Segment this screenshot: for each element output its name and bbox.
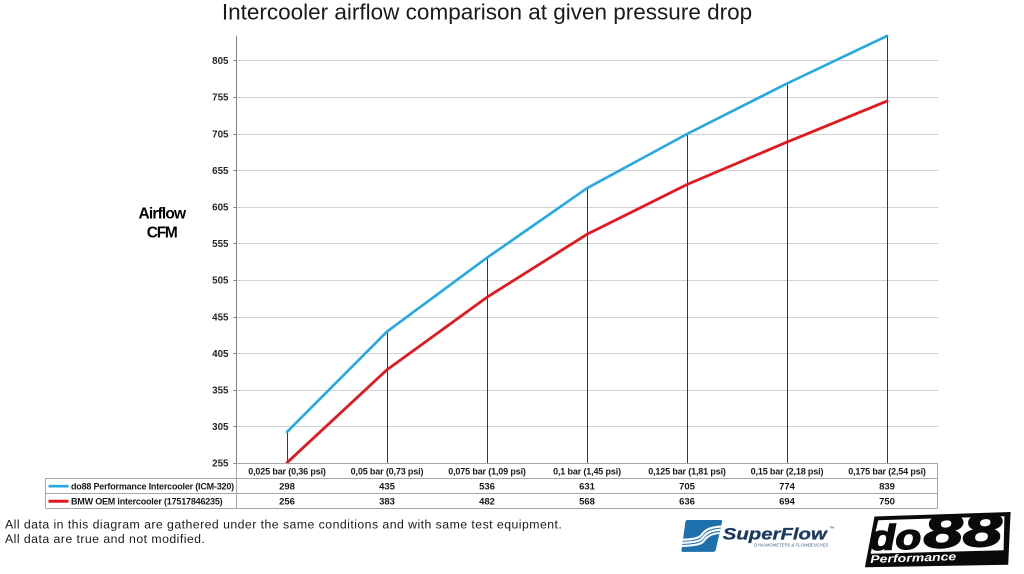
svg-text:750: 750 <box>879 497 895 508</box>
svg-text:do88 Performance Intercooler (: do88 Performance Intercooler (ICM-320) <box>71 481 234 491</box>
svg-text:631: 631 <box>579 481 596 492</box>
svg-text:DYNAMOMETERS & FLOWBENCHES: DYNAMOMETERS & FLOWBENCHES <box>754 543 829 549</box>
svg-text:255: 255 <box>212 459 229 470</box>
svg-text:536: 536 <box>479 481 495 492</box>
svg-text:Airflow: Airflow <box>139 206 187 223</box>
svg-text:774: 774 <box>779 481 796 492</box>
svg-text:0,125 bar (1,81 psi): 0,125 bar (1,81 psi) <box>648 466 726 476</box>
svg-text:CFM: CFM <box>147 225 178 242</box>
svg-text:™: ™ <box>829 526 835 532</box>
svg-text:555: 555 <box>212 239 229 250</box>
svg-text:All data in this diagram are g: All data in this diagram are gathered un… <box>5 517 562 531</box>
svg-text:755: 755 <box>212 93 229 104</box>
svg-text:605: 605 <box>212 203 229 214</box>
svg-text:256: 256 <box>279 497 295 508</box>
svg-text:305: 305 <box>212 422 229 433</box>
svg-text:All data are true and not modi: All data are true and not modified. <box>5 532 205 546</box>
svg-text:88: 88 <box>923 503 1004 558</box>
svg-text:do: do <box>869 518 922 559</box>
svg-text:0,025 bar (0,36 psi): 0,025 bar (0,36 psi) <box>248 466 326 476</box>
svg-text:655: 655 <box>212 166 229 177</box>
svg-text:383: 383 <box>379 497 395 508</box>
svg-text:0,15 bar (2,18 psi): 0,15 bar (2,18 psi) <box>751 466 824 476</box>
svg-text:0,175 bar (2,54 psi): 0,175 bar (2,54 psi) <box>848 466 926 476</box>
svg-text:505: 505 <box>212 276 229 287</box>
svg-text:705: 705 <box>212 129 229 140</box>
svg-text:568: 568 <box>579 497 595 508</box>
svg-text:Intercooler airflow comparison: Intercooler airflow comparison at given … <box>222 0 752 25</box>
svg-text:Performance: Performance <box>870 551 956 566</box>
svg-text:839: 839 <box>879 481 895 492</box>
svg-text:482: 482 <box>479 497 495 508</box>
svg-text:298: 298 <box>279 481 295 492</box>
svg-text:SuperFlow: SuperFlow <box>723 525 828 543</box>
svg-text:435: 435 <box>379 481 396 492</box>
svg-text:455: 455 <box>212 312 229 323</box>
svg-text:694: 694 <box>779 497 796 508</box>
svg-text:BMW OEM intercooler (175178462: BMW OEM intercooler (17517846235) <box>71 497 223 507</box>
svg-text:355: 355 <box>212 386 229 397</box>
svg-text:805: 805 <box>212 56 229 67</box>
svg-text:705: 705 <box>679 481 696 492</box>
svg-text:405: 405 <box>212 349 229 360</box>
svg-text:0,075 bar (1,09 psi): 0,075 bar (1,09 psi) <box>448 466 526 476</box>
svg-text:636: 636 <box>679 497 695 508</box>
svg-text:0,1 bar (1,45 psi): 0,1 bar (1,45 psi) <box>553 466 621 476</box>
svg-text:0,05 bar (0,73 psi): 0,05 bar (0,73 psi) <box>351 466 424 476</box>
